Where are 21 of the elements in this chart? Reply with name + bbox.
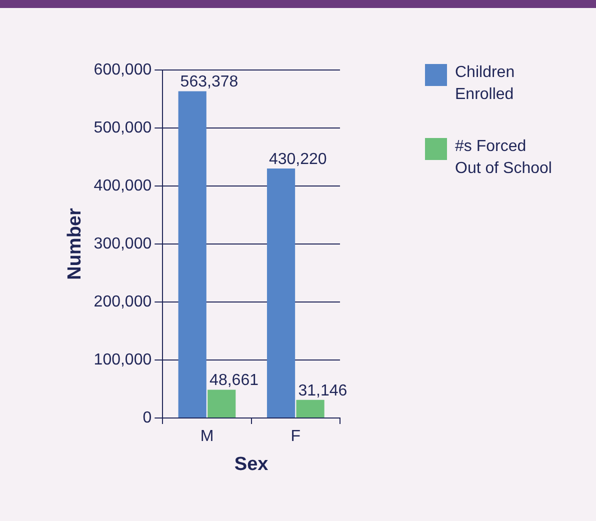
legend-label: Children Enrolled bbox=[455, 63, 516, 105]
x-tick-label: M bbox=[200, 428, 214, 446]
bar bbox=[266, 168, 296, 418]
y-tick-label: 100,000 bbox=[94, 351, 152, 368]
y-axis-title: Number bbox=[64, 208, 86, 280]
data-label: 430,220 bbox=[268, 150, 327, 168]
y-tick-label: 200,000 bbox=[94, 293, 152, 310]
bar bbox=[296, 400, 324, 418]
bar bbox=[208, 390, 236, 418]
x-axis-title: Sex bbox=[234, 454, 269, 475]
legend-label: #s Forced Out of School bbox=[455, 137, 553, 179]
y-tick-label: 0 bbox=[142, 409, 152, 426]
y-tick-label: 400,000 bbox=[94, 177, 152, 194]
y-tick-label: 500,000 bbox=[94, 119, 152, 136]
data-label: 563,378 bbox=[180, 74, 238, 91]
x-tick-label: F bbox=[290, 428, 301, 446]
data-label: 31,146 bbox=[298, 382, 348, 400]
bar bbox=[178, 91, 206, 418]
y-tick-label: 300,000 bbox=[94, 235, 152, 252]
y-tick-label: 600,000 bbox=[94, 61, 152, 78]
data-label: 48,661 bbox=[210, 372, 259, 390]
